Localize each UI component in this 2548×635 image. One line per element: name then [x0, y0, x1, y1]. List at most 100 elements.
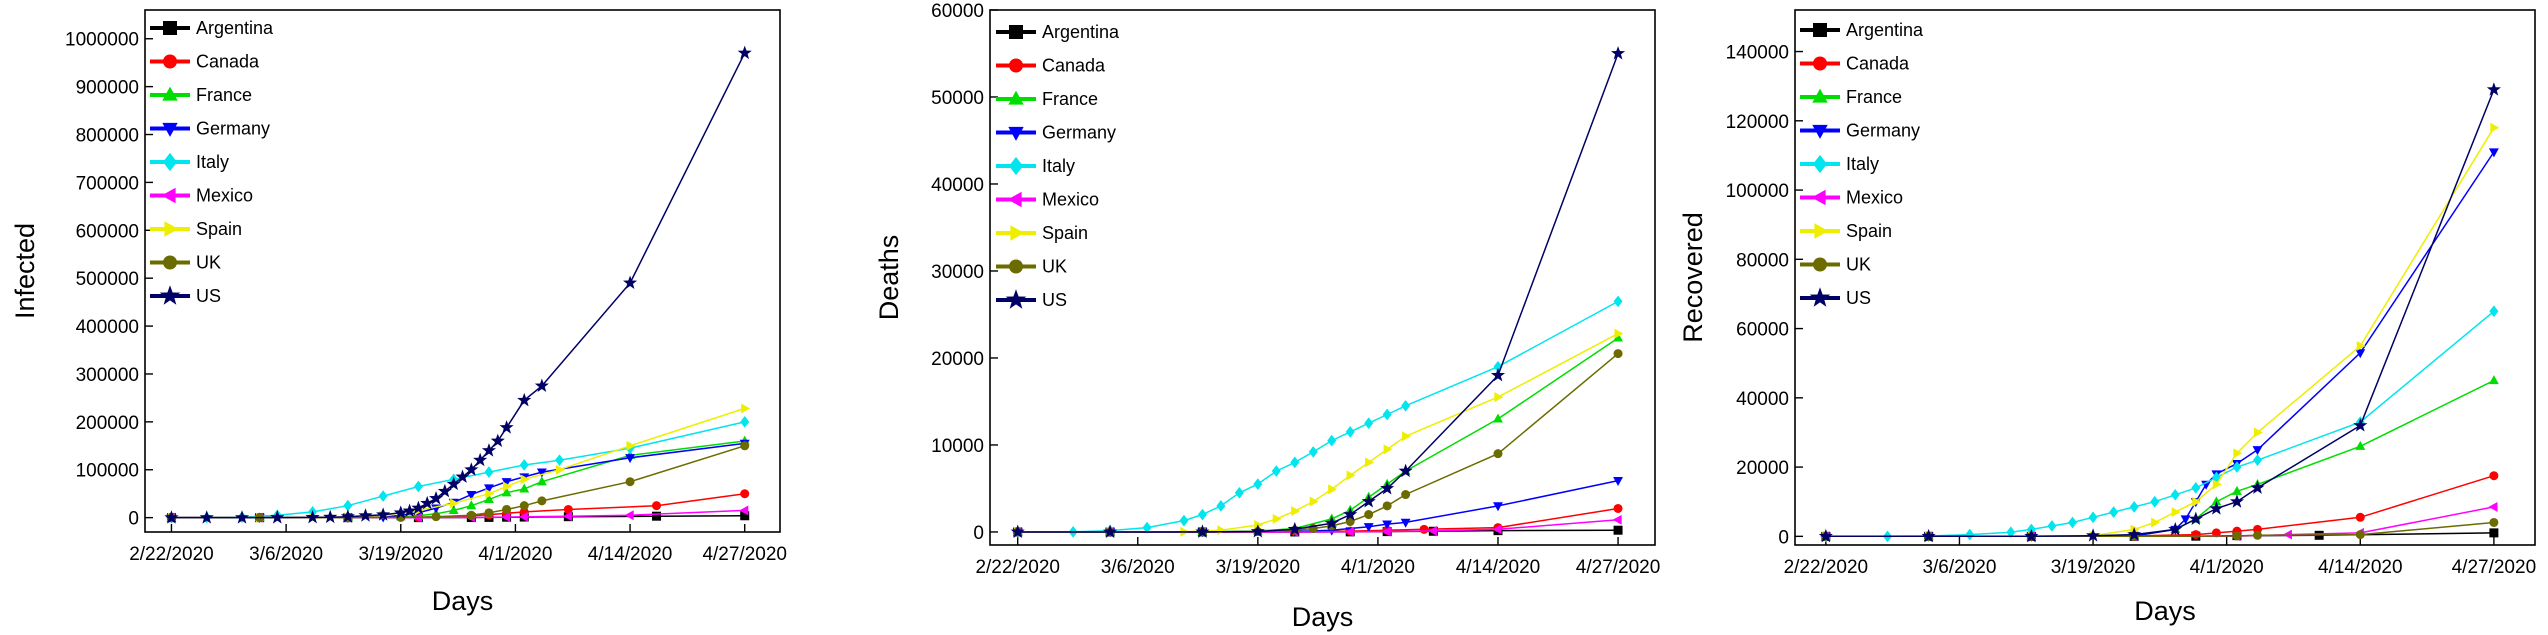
data-point [2490, 122, 2500, 133]
data-point [2168, 521, 2183, 536]
data-point [2486, 82, 2501, 96]
legend-label: Italy [1042, 156, 1075, 176]
data-point [1613, 349, 1623, 359]
data-point [1613, 503, 1623, 513]
data-point [501, 478, 512, 488]
data-point [1010, 524, 1025, 538]
series-france [1012, 332, 1624, 536]
data-point [625, 454, 636, 464]
data-point [2250, 480, 2265, 494]
legend-item-spain: Spain [150, 219, 242, 239]
x-tick-label: 2/22/2020 [129, 544, 214, 565]
data-point [1493, 413, 1503, 423]
legend-marker [162, 122, 178, 137]
legend-label: France [1042, 89, 1098, 109]
data-point [1291, 506, 1301, 517]
series-line [1017, 332, 1619, 533]
data-point [413, 480, 423, 493]
legend-label: Canada [196, 52, 260, 72]
legend-marker [163, 255, 177, 270]
y-tick-label: 300000 [76, 365, 139, 386]
data-point [1308, 446, 1318, 458]
data-point [473, 452, 488, 467]
data-point [740, 416, 750, 428]
data-point [1328, 484, 1338, 495]
data-point [2006, 526, 2016, 539]
plot-frame [1794, 9, 2536, 546]
data-point [1614, 328, 1624, 339]
data-point [1197, 508, 1207, 521]
data-point [1401, 399, 1411, 412]
legend-item-uk: UK [996, 257, 1067, 277]
data-point [1361, 494, 1376, 508]
data-point [411, 500, 426, 515]
series-uk [1013, 349, 1623, 537]
data-point [2488, 148, 2499, 158]
legend-item-argentina: Argentina [150, 18, 274, 38]
legend-label: Mexico [1846, 188, 1903, 208]
y-tick-label: 0 [973, 523, 984, 544]
data-point [2356, 340, 2366, 351]
data-point [741, 403, 751, 414]
data-point [2488, 375, 2499, 385]
legend-label: Mexico [1042, 190, 1099, 210]
data-point [2129, 501, 2139, 513]
series-line [1825, 474, 2495, 538]
legend-marker [164, 221, 179, 237]
data-point [1402, 431, 1412, 442]
data-point [555, 464, 565, 475]
data-point [2085, 528, 2101, 542]
x-tick-label: 4/27/2020 [2452, 557, 2537, 578]
y-tick-label: 40000 [1736, 389, 1789, 410]
data-point [305, 509, 320, 524]
data-point [1364, 510, 1374, 520]
data-point [393, 505, 408, 519]
data-point [484, 466, 494, 478]
y-tick-label: 100000 [1726, 181, 1789, 202]
data-point [502, 481, 512, 492]
data-point [2231, 485, 2242, 495]
y-tick-label: 800000 [76, 126, 139, 147]
data-point [2253, 454, 2262, 467]
data-point [2253, 427, 2263, 438]
data-point [2180, 515, 2191, 525]
data-point [1400, 518, 1411, 528]
y-tick-label: 0 [128, 509, 139, 530]
data-point [626, 440, 636, 451]
data-point [2024, 528, 2039, 543]
legend-label: Argentina [1042, 22, 1120, 42]
legend-label: Canada [1846, 54, 1910, 74]
data-point [1493, 502, 1503, 512]
x-axis-label: Days [432, 586, 494, 616]
data-point [536, 476, 547, 486]
y-tick-label: 30000 [931, 262, 984, 283]
data-point [1612, 514, 1622, 525]
data-point [343, 499, 353, 512]
data-point [2088, 511, 2098, 524]
y-axis-label: Deaths [874, 235, 904, 321]
data-point [358, 508, 373, 522]
x-tick-label: 3/6/2020 [1922, 557, 1996, 578]
series-line [1017, 53, 1619, 533]
y-tick-label: 10000 [931, 436, 984, 457]
series-germany [1820, 148, 2499, 542]
legend-marker [1813, 56, 1827, 71]
legend-label: UK [1042, 257, 1067, 277]
data-point [1613, 332, 1624, 342]
legend-marker [1009, 259, 1023, 274]
legend-item-us: US [150, 285, 221, 306]
y-tick-label: 60000 [931, 1, 984, 22]
data-point [1965, 528, 1975, 541]
data-point [1271, 465, 1281, 477]
y-tick-label: 0 [1778, 527, 1789, 548]
legend-label: Spain [1042, 223, 1088, 243]
legend-marker [161, 187, 176, 204]
y-axis-label: Infected [10, 223, 40, 319]
data-point [1344, 526, 1354, 537]
series-uk [1821, 517, 2499, 541]
series-line [1017, 337, 1619, 533]
data-point [450, 498, 460, 509]
data-point [2489, 305, 2499, 318]
y-tick-label: 140000 [1726, 43, 1789, 64]
x-axis-label: Days [1292, 602, 1354, 632]
